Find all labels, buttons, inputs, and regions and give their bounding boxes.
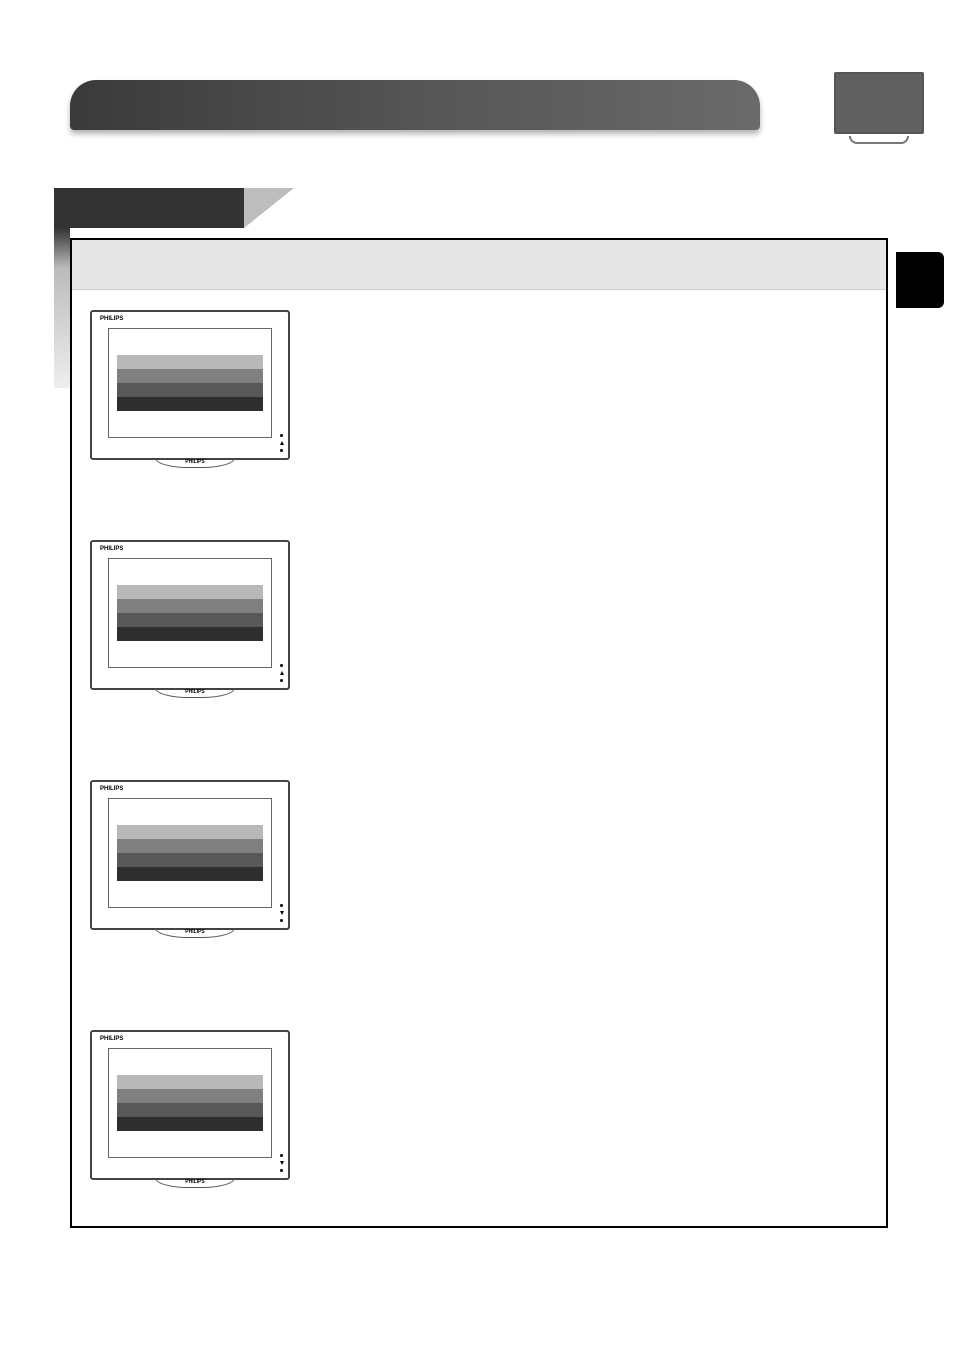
monitor-stand: PHILIPS xyxy=(155,688,235,698)
content-header xyxy=(72,240,886,290)
monitor-brand-label: PHILIPS xyxy=(100,546,123,552)
monitor-leds xyxy=(280,434,284,452)
monitor-screen xyxy=(108,1048,272,1158)
section-subhead xyxy=(54,188,294,228)
monitor-leds xyxy=(280,1154,284,1172)
monitor-illustration-1: PHILIPS PHILIPS xyxy=(90,310,300,468)
monitor-illustration-4: PHILIPS PHILIPS xyxy=(90,1030,300,1188)
monitor-stand: PHILIPS xyxy=(155,458,235,468)
monitor-leds xyxy=(280,664,284,682)
page-title-bar xyxy=(70,80,760,130)
monitor-leds xyxy=(280,904,284,922)
monitor-screen xyxy=(108,328,272,438)
side-tab xyxy=(896,252,944,308)
monitor-stand: PHILIPS xyxy=(155,928,235,938)
content-panel: PHILIPS PHILIPS PHILIPS PHILIPS xyxy=(70,238,888,1228)
monitor-illustration-2: PHILIPS PHILIPS xyxy=(90,540,300,698)
decorative-tv-icon xyxy=(834,72,924,144)
monitor-brand-label: PHILIPS xyxy=(100,1036,123,1042)
monitor-illustration-3: PHILIPS PHILIPS xyxy=(90,780,300,938)
monitor-brand-label: PHILIPS xyxy=(100,786,123,792)
monitor-screen xyxy=(108,798,272,908)
monitor-stand: PHILIPS xyxy=(155,1178,235,1188)
monitor-brand-label: PHILIPS xyxy=(100,316,123,322)
monitor-screen xyxy=(108,558,272,668)
